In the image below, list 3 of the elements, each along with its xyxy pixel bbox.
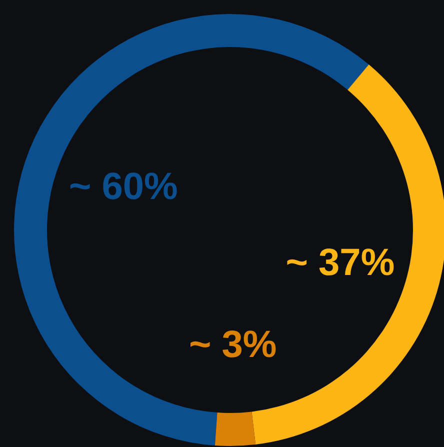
data-label: ~ 3%	[188, 324, 277, 366]
data-label: ~ 60%	[68, 166, 178, 208]
data-label: ~ 37%	[286, 242, 395, 284]
